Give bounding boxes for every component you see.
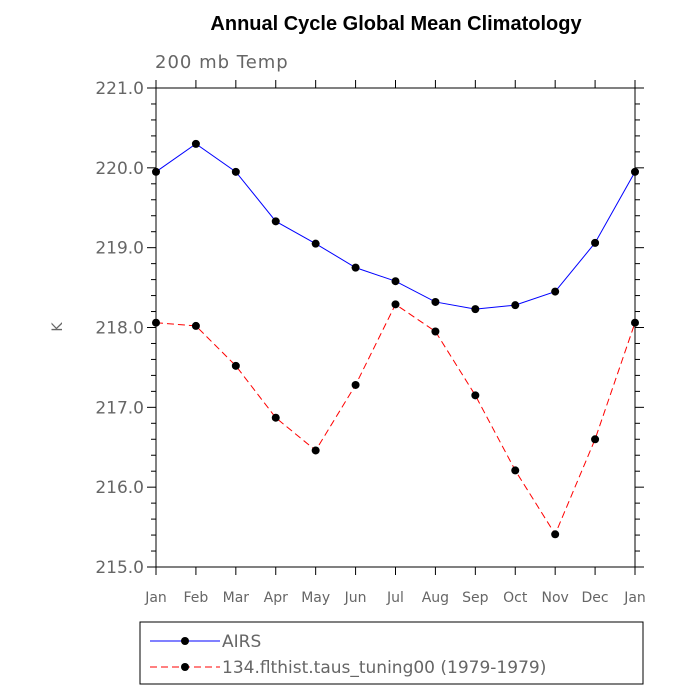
series-1-point xyxy=(351,380,360,389)
series-0-point xyxy=(591,238,600,247)
legend-swatch-marker-0 xyxy=(181,637,189,645)
series-line-1 xyxy=(155,303,636,536)
series-1-point xyxy=(191,321,200,330)
series-0-point xyxy=(471,305,480,314)
x-tick-label: Dec xyxy=(582,590,609,606)
series-0-point xyxy=(551,287,560,296)
y-tick-label: 217.0 xyxy=(95,398,144,418)
series-1-point xyxy=(311,446,320,455)
x-tick-label: Oct xyxy=(503,590,528,606)
series-layer xyxy=(152,139,639,539)
x-tick-label: Aug xyxy=(422,590,449,606)
y-tick-label: 221.0 xyxy=(95,79,144,99)
legend-label-0: AIRS xyxy=(222,632,261,652)
y-tick-label: 219.0 xyxy=(95,239,144,259)
y-axis-label: K xyxy=(50,322,66,332)
series-1-point xyxy=(591,435,600,444)
legend-label-1: 134.flthist.taus_tuning00 (1979-1979) xyxy=(222,658,546,678)
y-tick-label: 215.0 xyxy=(95,558,144,578)
x-tick-label: Jan xyxy=(623,590,646,606)
y-tick-label: 216.0 xyxy=(95,478,144,498)
legend-swatch-marker-1 xyxy=(181,663,189,671)
series-0-point xyxy=(231,167,240,176)
series-1-point xyxy=(631,318,639,327)
series-1-point xyxy=(391,300,400,309)
y-tick-label: 220.0 xyxy=(95,159,144,179)
x-tick-label: Jun xyxy=(344,590,367,606)
legend: AIRS 134.flthist.taus_tuning00 (1979-1979… xyxy=(150,632,546,678)
x-tick-label: Jul xyxy=(386,590,404,606)
x-tick-label: Feb xyxy=(184,590,209,606)
chart-subtitle: 200 mb Temp xyxy=(155,52,289,73)
legend-box xyxy=(139,621,644,685)
chart-title: Annual Cycle Global Mean Climatology xyxy=(210,13,582,35)
x-tick-label: May xyxy=(301,590,330,606)
series-1-point xyxy=(511,466,520,475)
x-tick-label: Mar xyxy=(223,590,250,606)
series-0-point xyxy=(351,263,360,272)
y-tick-label: 218.0 xyxy=(95,319,144,339)
series-1-point xyxy=(471,391,480,400)
x-axis-ticks: Jan Feb Mar Apr May Jun Jul Aug Sep Oct Nov Dec Jan xyxy=(144,80,646,606)
y-axis-ticks: 215.0 216.0 217.0 218.0 219.0 220.0 221.0 xyxy=(95,79,644,578)
x-tick-label: Sep xyxy=(462,590,489,606)
series-0-point xyxy=(511,301,520,310)
x-tick-label: Nov xyxy=(542,590,569,606)
series-1-point xyxy=(551,530,560,539)
series-0-point xyxy=(271,217,280,226)
series-0-point xyxy=(152,167,160,176)
series-1-point xyxy=(231,361,240,370)
x-tick-label: Jan xyxy=(144,590,167,606)
series-0-point xyxy=(431,297,440,306)
series-0-point xyxy=(391,277,400,286)
series-0-point xyxy=(191,139,200,148)
series-1-point xyxy=(271,413,280,422)
series-0-point xyxy=(311,239,320,248)
series-1-point xyxy=(431,327,440,336)
series-1-point xyxy=(152,318,160,327)
x-tick-label: Apr xyxy=(264,590,288,606)
plot-frame xyxy=(155,87,636,568)
series-0-point xyxy=(631,167,639,176)
